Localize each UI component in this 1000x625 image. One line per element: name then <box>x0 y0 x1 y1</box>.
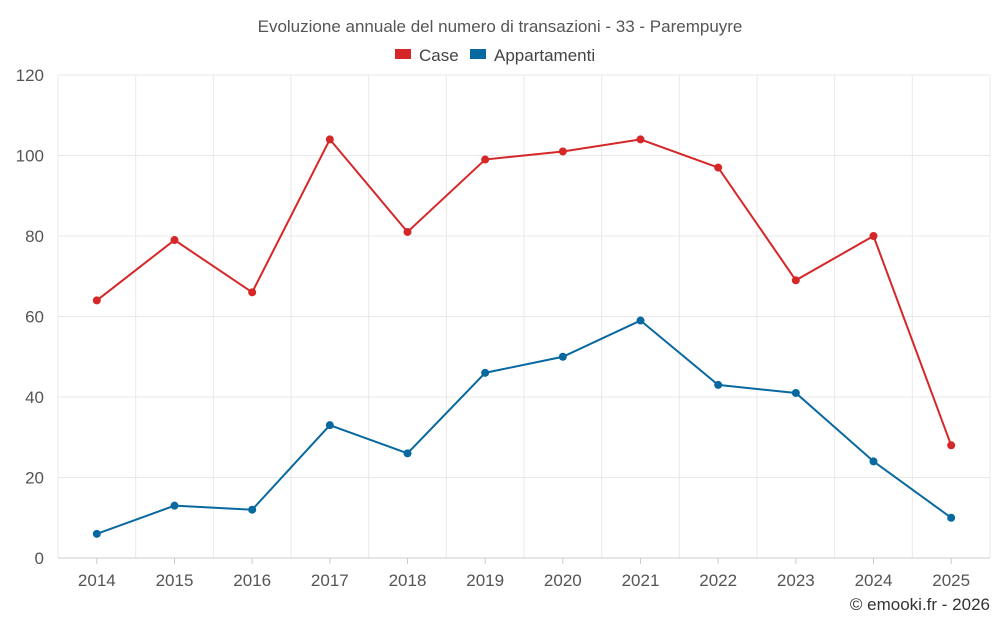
data-point-case[interactable] <box>947 441 956 450</box>
x-tick-label: 2020 <box>544 571 582 590</box>
data-point-appartamenti[interactable] <box>558 352 567 361</box>
x-tick-label: 2024 <box>855 571 893 590</box>
x-tick-label: 2019 <box>466 571 504 590</box>
data-point-case[interactable] <box>170 236 179 245</box>
series-line-case <box>96 137 953 446</box>
data-point-appartamenti[interactable] <box>248 505 257 514</box>
legend-label-case[interactable]: Case <box>419 46 459 65</box>
data-point-appartamenti[interactable] <box>403 449 412 458</box>
data-point-case[interactable] <box>325 135 334 144</box>
data-point-case[interactable] <box>558 147 567 156</box>
data-point-appartamenti[interactable] <box>947 513 956 522</box>
data-point-case[interactable] <box>403 227 412 236</box>
x-tick-label: 2016 <box>233 571 271 590</box>
series-group <box>92 135 956 538</box>
y-tick-label: 20 <box>25 469 44 488</box>
data-point-case[interactable] <box>636 135 645 144</box>
data-point-appartamenti[interactable] <box>714 380 723 389</box>
y-tick-label: 60 <box>25 308 44 327</box>
x-tick-label: 2014 <box>78 571 116 590</box>
grid <box>57 74 991 559</box>
data-point-case[interactable] <box>248 288 257 297</box>
data-point-case[interactable] <box>714 163 723 172</box>
data-point-appartamenti[interactable] <box>325 421 334 430</box>
y-tick-label: 0 <box>35 549 44 568</box>
x-tick-label: 2018 <box>389 571 427 590</box>
data-point-appartamenti[interactable] <box>92 529 101 538</box>
y-axis-ticks: 0 20 40 60 80 100 120 <box>16 66 44 568</box>
data-point-appartamenti[interactable] <box>869 457 878 466</box>
y-tick-label: 80 <box>25 227 44 246</box>
data-point-case[interactable] <box>92 296 101 305</box>
x-tick-label: 2022 <box>699 571 737 590</box>
data-point-appartamenti[interactable] <box>170 501 179 510</box>
y-tick-label: 120 <box>16 66 44 85</box>
legend: Case Appartamenti <box>395 46 595 65</box>
x-tick-label: 2015 <box>156 571 194 590</box>
chart-title: Evoluzione annuale del numero di transaz… <box>258 17 743 36</box>
legend-swatch-case <box>395 49 411 59</box>
data-point-case[interactable] <box>869 232 878 240</box>
data-point-appartamenti[interactable] <box>481 368 490 377</box>
x-axis-ticks: 2014 2015 2016 2017 2018 2019 2020 2021 2022 2023… <box>78 558 970 590</box>
y-tick-label: 100 <box>16 147 44 166</box>
x-tick-label: 2023 <box>777 571 815 590</box>
legend-label-appartamenti[interactable]: Appartamenti <box>494 46 595 65</box>
data-point-case[interactable] <box>791 276 800 285</box>
data-point-case[interactable] <box>481 155 490 164</box>
data-point-appartamenti[interactable] <box>636 316 645 325</box>
x-tick-label: 2017 <box>311 571 349 590</box>
credit-text: © emooki.fr - 2026 <box>850 595 990 614</box>
data-point-appartamenti[interactable] <box>791 388 800 397</box>
series-line-appartamenti <box>96 319 952 535</box>
legend-swatch-appartamenti <box>470 49 486 59</box>
x-tick-label: 2021 <box>622 571 660 590</box>
x-tick-label: 2025 <box>932 571 970 590</box>
y-tick-label: 40 <box>25 388 44 407</box>
